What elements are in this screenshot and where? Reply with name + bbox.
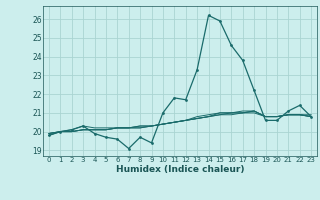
X-axis label: Humidex (Indice chaleur): Humidex (Indice chaleur) [116, 165, 244, 174]
